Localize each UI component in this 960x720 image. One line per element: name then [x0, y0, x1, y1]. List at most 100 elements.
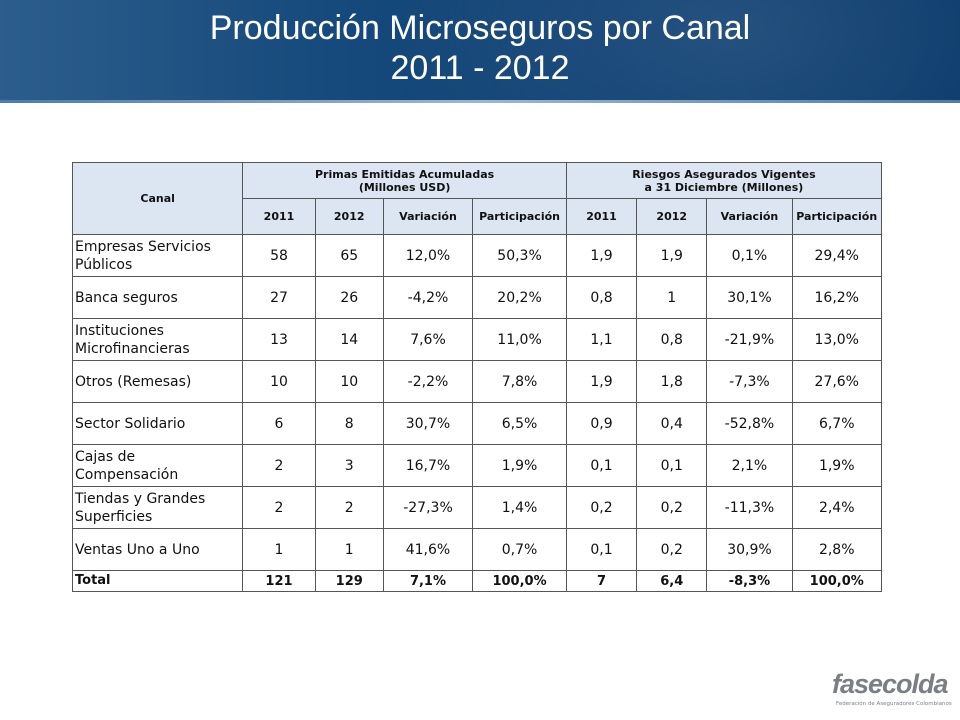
table-cell: -52,8%	[706, 402, 793, 445]
table-cell: 30,9%	[706, 528, 793, 571]
table-cell: 16,2%	[791, 276, 882, 319]
table-row: Tiendas y Grandes Superficies 2 2 -27,3% 1,4%…	[71, 486, 882, 529]
row-label: Banca seguros	[71, 276, 244, 319]
table-cell: 12,0%	[382, 234, 474, 277]
table-cell: 1	[636, 276, 708, 319]
table-cell: 30,1%	[706, 276, 793, 319]
row-label-line1: Banca seguros	[75, 289, 178, 306]
table-cell: 13	[242, 318, 316, 361]
table-cell: 2	[314, 486, 384, 529]
table-cell: 0,9	[565, 402, 638, 445]
table-cell: 30,7%	[382, 402, 474, 445]
row-label: Instituciones Microfinancieras	[71, 318, 244, 361]
total-row: Total 121 129 7,1% 100,0% 7 6,4 -8,3% 100,0%	[71, 570, 882, 592]
subheader-participacion: Participación	[791, 198, 882, 235]
header-primas-line2: (Millones USD)	[358, 180, 451, 194]
table-cell: 7,8%	[472, 360, 567, 403]
table-cell: 1,8	[636, 360, 708, 403]
production-table: Canal Primas Emitidas Acumuladas (Millon…	[71, 162, 883, 592]
table-cell: 8	[314, 402, 384, 445]
total-label: Total	[71, 570, 244, 592]
table-cell: -2,2%	[382, 360, 474, 403]
table-cell: 7,6%	[382, 318, 474, 361]
row-label: Sector Solidario	[71, 402, 244, 445]
total-cell: 121	[242, 570, 316, 592]
table-cell: 0,7%	[472, 528, 567, 571]
subheader-participacion: Participación	[472, 198, 567, 235]
row-label: Cajas de Compensación	[71, 444, 244, 487]
table-cell: 16,7%	[382, 444, 474, 487]
row-label-line1: Cajas de	[75, 448, 136, 465]
table-row: Otros (Remesas) 10 10 -2,2% 7,8% 1,9 1,8 -7,3% 2…	[71, 360, 882, 403]
row-label-line1: Empresas Servicios	[75, 238, 211, 255]
table-cell: 41,6%	[382, 528, 474, 571]
table-cell: 2,4%	[791, 486, 882, 529]
page-title-line1: Producción Microseguros por Canal	[209, 9, 751, 47]
table-row: Cajas de Compensación 2 3 16,7% 1,9% 0,1 0,1 2,1…	[71, 444, 882, 487]
table-cell: 1,4%	[472, 486, 567, 529]
table-cell: 1,9	[565, 360, 638, 403]
total-cell: 100,0%	[472, 570, 567, 592]
table-cell: 50,3%	[472, 234, 567, 277]
table-cell: 14	[314, 318, 384, 361]
total-cell: 6,4	[636, 570, 708, 592]
subheader-2012: 2012	[636, 198, 708, 235]
table-cell: 0,8	[636, 318, 708, 361]
table-row: Instituciones Microfinancieras 13 14 7,6% 11,…	[71, 318, 882, 361]
table-cell: 0,2	[636, 528, 708, 571]
page-title-line2: 2011 - 2012	[390, 49, 570, 87]
row-label: Empresas Servicios Públicos	[71, 234, 244, 277]
total-cell: 7	[565, 570, 638, 592]
table-row: Ventas Uno a Uno 1 1 41,6% 0,7% 0,1 0,2 30,9% 2,…	[71, 528, 882, 571]
table-cell: 27,6%	[791, 360, 882, 403]
table-cell: 29,4%	[791, 234, 882, 277]
total-cell: -8,3%	[706, 570, 793, 592]
table-cell: 1	[314, 528, 384, 571]
table-cell: 10	[242, 360, 316, 403]
row-label-line2: Compensación	[75, 466, 179, 483]
row-label-line1: Tiendas y Grandes	[75, 490, 206, 507]
table-cell: 11,0%	[472, 318, 567, 361]
table-cell: 2,8%	[791, 528, 882, 571]
table-cell: 27	[242, 276, 316, 319]
logo-wordmark: fasecolda	[832, 669, 949, 699]
row-label-line2: Microfinancieras	[75, 340, 190, 357]
table-cell: 1,9	[565, 234, 638, 277]
table-cell: 0,2	[636, 486, 708, 529]
table-cell: -4,2%	[382, 276, 474, 319]
table-cell: 1	[242, 528, 316, 571]
table-cell: 58	[242, 234, 316, 277]
row-label-line1: Instituciones	[75, 322, 164, 339]
table-cell: 1,9%	[472, 444, 567, 487]
subheader-variacion: Variación	[706, 198, 793, 235]
table-cell: 6	[242, 402, 316, 445]
table-cell: 2,1%	[706, 444, 793, 487]
table-row: Empresas Servicios Públicos 58 65 12,0% 50,3%…	[71, 234, 882, 277]
table-cell: 0,1%	[706, 234, 793, 277]
table-cell: 1,1	[565, 318, 638, 361]
banner-swoosh	[380, 0, 960, 103]
subheader-2012: 2012	[314, 198, 384, 235]
table-cell: 0,1	[565, 528, 638, 571]
table-cell: 20,2%	[472, 276, 567, 319]
table-cell: 1,9	[636, 234, 708, 277]
table-cell: 0,1	[636, 444, 708, 487]
table-cell: 6,5%	[472, 402, 567, 445]
row-label: Ventas Uno a Uno	[71, 528, 244, 571]
title-banner: Producción Microseguros por Canal 2011 -…	[0, 0, 960, 103]
subheader-2011: 2011	[565, 198, 638, 235]
table-cell: -11,3%	[706, 486, 793, 529]
table-cell: 0,2	[565, 486, 638, 529]
subheader-2011: 2011	[242, 198, 316, 235]
row-label-line1: Ventas Uno a Uno	[75, 541, 200, 558]
table-cell: 13,0%	[791, 318, 882, 361]
row-label-line1: Sector Solidario	[75, 415, 186, 432]
table-cell: 0,1	[565, 444, 638, 487]
subheader-variacion: Variación	[382, 198, 474, 235]
total-cell: 129	[314, 570, 384, 592]
table-cell: 0,4	[636, 402, 708, 445]
fasecolda-logo: fasecolda Federación de Aseguradores Col…	[826, 665, 952, 713]
header-riesgos-line1: Riesgos Asegurados Vigentes	[632, 167, 816, 181]
row-label: Otros (Remesas)	[71, 360, 244, 403]
page-title: Producción Microseguros por Canal 2011 -…	[0, 8, 960, 88]
